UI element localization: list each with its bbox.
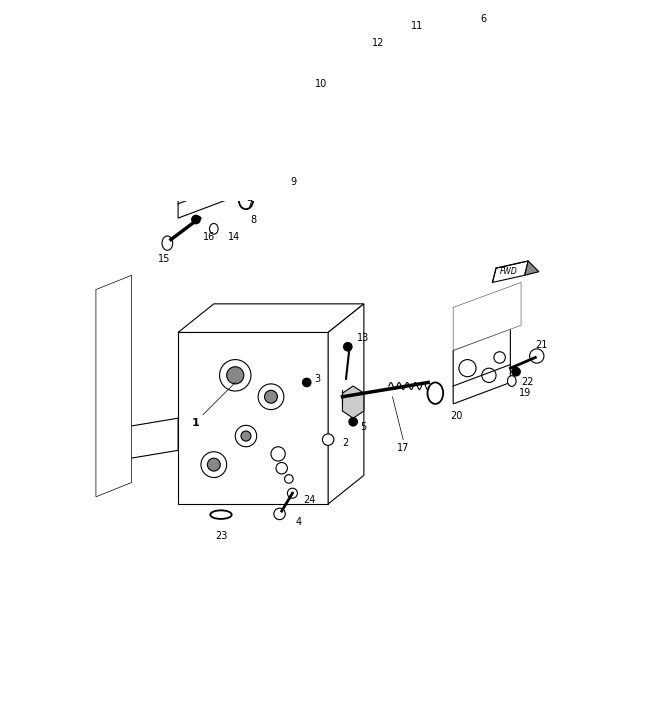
Circle shape bbox=[530, 349, 544, 363]
Text: 3: 3 bbox=[314, 374, 320, 384]
Circle shape bbox=[302, 378, 311, 386]
Circle shape bbox=[428, 53, 436, 62]
Circle shape bbox=[349, 417, 357, 426]
Circle shape bbox=[219, 360, 251, 391]
Text: 13: 13 bbox=[356, 333, 369, 343]
Ellipse shape bbox=[210, 223, 218, 234]
Circle shape bbox=[271, 447, 285, 461]
Ellipse shape bbox=[162, 236, 173, 250]
Circle shape bbox=[274, 508, 285, 520]
Polygon shape bbox=[96, 275, 131, 497]
Text: 7: 7 bbox=[247, 200, 253, 210]
Text: 14: 14 bbox=[228, 232, 240, 242]
Ellipse shape bbox=[110, 441, 117, 449]
Text: 22: 22 bbox=[521, 377, 534, 386]
Polygon shape bbox=[492, 261, 528, 282]
Circle shape bbox=[287, 488, 298, 498]
Text: 20: 20 bbox=[450, 411, 463, 421]
Circle shape bbox=[201, 187, 212, 199]
Circle shape bbox=[344, 342, 352, 351]
Circle shape bbox=[322, 434, 334, 446]
Text: 8: 8 bbox=[250, 215, 256, 225]
Text: 11: 11 bbox=[411, 21, 424, 31]
Text: 6: 6 bbox=[480, 14, 487, 24]
Circle shape bbox=[208, 458, 220, 471]
Polygon shape bbox=[114, 418, 178, 461]
Circle shape bbox=[459, 360, 476, 377]
Text: 9: 9 bbox=[291, 177, 297, 187]
Circle shape bbox=[241, 431, 251, 441]
Circle shape bbox=[258, 384, 284, 410]
Polygon shape bbox=[328, 304, 364, 504]
Text: 16: 16 bbox=[203, 232, 215, 242]
Circle shape bbox=[201, 452, 226, 477]
Circle shape bbox=[265, 390, 278, 403]
Polygon shape bbox=[178, 304, 364, 332]
Text: 24: 24 bbox=[303, 496, 316, 505]
Polygon shape bbox=[178, 332, 328, 504]
Text: 12: 12 bbox=[372, 38, 384, 48]
Circle shape bbox=[189, 172, 203, 186]
Text: FWD: FWD bbox=[500, 268, 518, 276]
Circle shape bbox=[226, 367, 244, 384]
Text: 10: 10 bbox=[315, 80, 327, 89]
Ellipse shape bbox=[428, 382, 443, 404]
Text: 15: 15 bbox=[158, 254, 170, 264]
Polygon shape bbox=[178, 139, 236, 218]
Polygon shape bbox=[342, 386, 364, 418]
Text: 17: 17 bbox=[397, 444, 410, 453]
Text: 5: 5 bbox=[360, 422, 367, 432]
Polygon shape bbox=[453, 282, 521, 351]
Text: 23: 23 bbox=[215, 531, 227, 541]
Ellipse shape bbox=[263, 153, 286, 183]
Text: 4: 4 bbox=[296, 517, 302, 527]
Text: 19: 19 bbox=[519, 388, 531, 398]
Polygon shape bbox=[371, 29, 514, 103]
Circle shape bbox=[192, 215, 200, 224]
Circle shape bbox=[494, 352, 505, 363]
Ellipse shape bbox=[107, 436, 121, 453]
Ellipse shape bbox=[507, 376, 516, 386]
Text: 21: 21 bbox=[535, 340, 548, 351]
Ellipse shape bbox=[210, 510, 232, 519]
Polygon shape bbox=[453, 329, 510, 404]
Circle shape bbox=[512, 367, 520, 376]
Circle shape bbox=[236, 425, 257, 447]
Text: 1: 1 bbox=[192, 418, 200, 428]
Circle shape bbox=[201, 155, 212, 167]
Circle shape bbox=[285, 474, 293, 483]
Circle shape bbox=[276, 463, 287, 474]
Polygon shape bbox=[525, 261, 539, 275]
Ellipse shape bbox=[239, 191, 253, 209]
Text: 2: 2 bbox=[342, 438, 349, 448]
Ellipse shape bbox=[309, 130, 326, 156]
Circle shape bbox=[482, 368, 496, 382]
